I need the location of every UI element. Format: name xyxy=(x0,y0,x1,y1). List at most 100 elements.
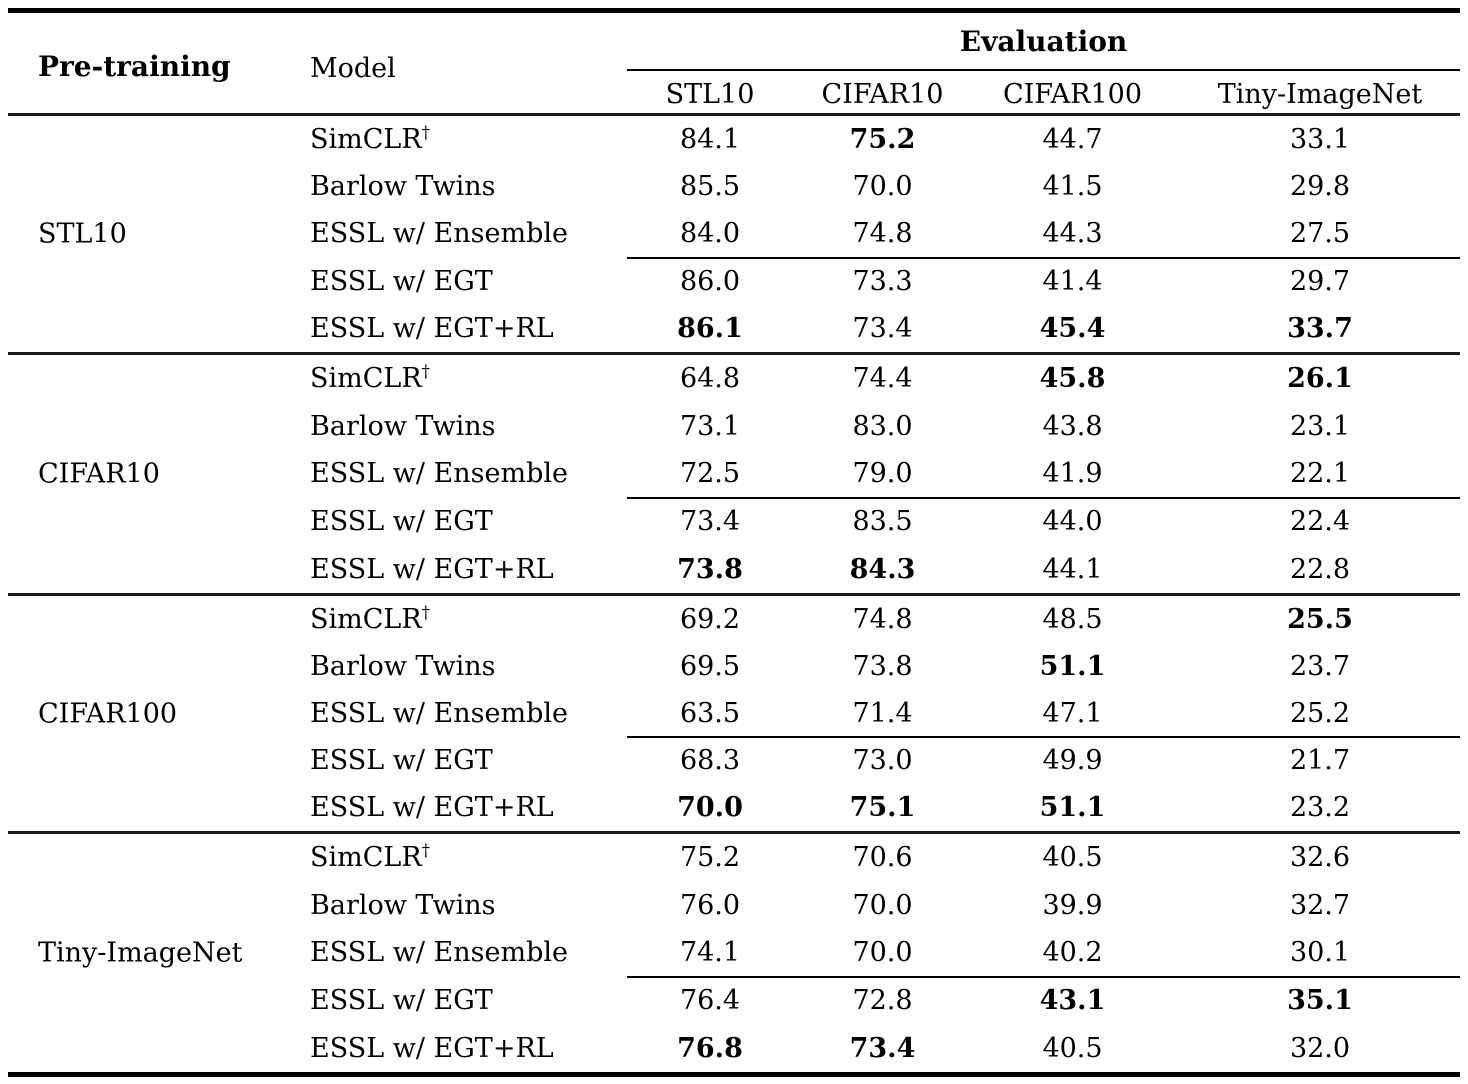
model-text: Barlow Twins xyxy=(310,651,496,682)
score-value: 86.0 xyxy=(679,265,741,297)
table-row: ESSL w/ EGT 86.0 73.3 41.4 29.7 xyxy=(280,258,1460,305)
pretraining-group: STL10 SimCLR† 84.1 75.2 44.7 33.1 Barlow Twins… xyxy=(8,116,1460,352)
model-name: ESSL w/ Ensemble xyxy=(280,937,620,968)
score-value: 45.8 xyxy=(1039,363,1106,395)
model-text: ESSL w/ EGT+RL xyxy=(310,553,554,585)
score-value: 33.7 xyxy=(1287,312,1353,344)
score-value: 22.4 xyxy=(1289,506,1351,538)
pretraining-label: CIFAR100 xyxy=(38,698,178,729)
score-value: 70.6 xyxy=(852,842,913,874)
score-value: 32.7 xyxy=(1289,889,1351,921)
score-value: 40.5 xyxy=(1042,1032,1103,1064)
model-name: ESSL w/ EGT xyxy=(280,985,620,1016)
score-value: 33.1 xyxy=(1289,124,1351,156)
score-value: 76.0 xyxy=(679,889,741,921)
model-text: Barlow Twins xyxy=(310,889,496,921)
table-row: SimCLR† 75.2 70.6 40.5 32.6 xyxy=(280,834,1460,882)
model-text: ESSL w/ EGT xyxy=(310,985,493,1017)
table-row: ESSL w/ EGT 68.3 73.0 49.9 21.7 xyxy=(280,737,1460,784)
model-name: ESSL w/ EGT+RL xyxy=(280,313,620,344)
score-value: 32.6 xyxy=(1289,842,1351,874)
table-row: SimCLR† 69.2 74.8 48.5 25.5 xyxy=(280,596,1460,643)
bottom-rule xyxy=(8,1072,1460,1077)
column-header-model: Model xyxy=(310,53,396,84)
model-name: Barlow Twins xyxy=(280,890,620,921)
model-name: SimCLR† xyxy=(280,842,620,873)
score-value: 68.3 xyxy=(679,745,741,776)
model-text: ESSL w/ EGT+RL xyxy=(310,312,554,344)
score-value: 47.1 xyxy=(1042,698,1103,729)
model-text: Barlow Twins xyxy=(310,410,496,442)
table-row: ESSL w/ EGT 73.4 83.5 44.0 22.4 xyxy=(280,498,1460,546)
model-name: ESSL w/ Ensemble xyxy=(280,458,620,489)
score-value: 23.7 xyxy=(1289,651,1351,682)
score-value: 40.5 xyxy=(1042,842,1103,874)
score-value: 73.8 xyxy=(677,553,743,585)
dagger-superscript: † xyxy=(421,361,431,382)
score-value: 83.0 xyxy=(852,410,913,442)
score-value: 74.1 xyxy=(679,937,741,969)
table-row: Barlow Twins 69.5 73.8 51.1 23.7 xyxy=(280,643,1460,690)
group-separator-rule xyxy=(8,593,1460,596)
column-header-cifar100: CIFAR100 xyxy=(1002,79,1143,110)
score-value: 84.3 xyxy=(849,553,916,585)
table-row: ESSL w/ EGT+RL 76.8 73.4 40.5 32.0 xyxy=(280,1024,1460,1072)
score-value: 75.1 xyxy=(849,792,916,823)
score-value: 63.5 xyxy=(679,698,741,729)
score-value: 23.1 xyxy=(1289,410,1351,442)
score-value: 74.8 xyxy=(852,218,913,250)
model-text: ESSL w/ EGT+RL xyxy=(310,792,554,823)
table-row: ESSL w/ Ensemble 72.5 79.0 41.9 22.1 xyxy=(280,450,1460,498)
model-text: ESSL w/ Ensemble xyxy=(310,458,568,490)
model-text: SimCLR xyxy=(310,604,422,635)
midrule-partial xyxy=(627,975,1460,978)
model-text: Barlow Twins xyxy=(310,171,496,203)
model-text: SimCLR xyxy=(310,842,422,874)
model-name: Barlow Twins xyxy=(280,411,620,442)
score-value: 73.3 xyxy=(852,265,913,297)
score-value: 76.4 xyxy=(679,985,741,1017)
table-row: ESSL w/ EGT+RL 73.8 84.3 44.1 22.8 xyxy=(280,545,1460,593)
header-bottom-rule xyxy=(8,113,1460,116)
model-name: ESSL w/ EGT xyxy=(280,506,620,537)
score-value: 39.9 xyxy=(1042,889,1103,921)
score-value: 45.4 xyxy=(1039,312,1106,344)
score-value: 71.4 xyxy=(852,698,913,729)
score-value: 51.1 xyxy=(1039,651,1106,682)
model-name: SimCLR† xyxy=(280,604,620,635)
score-value: 72.5 xyxy=(679,458,741,490)
score-value: 30.1 xyxy=(1289,937,1351,969)
evaluation-underline xyxy=(627,69,1460,71)
score-value: 40.2 xyxy=(1042,937,1103,969)
model-name: Barlow Twins xyxy=(280,171,620,202)
midrule-partial xyxy=(627,736,1460,738)
score-value: 25.5 xyxy=(1287,604,1353,635)
score-value: 85.5 xyxy=(679,171,741,203)
table-row: SimCLR† 64.8 74.4 45.8 26.1 xyxy=(280,355,1460,403)
score-value: 73.4 xyxy=(679,506,741,538)
score-value: 74.4 xyxy=(852,363,913,395)
score-value: 29.8 xyxy=(1289,171,1351,203)
score-value: 70.0 xyxy=(677,792,743,823)
table-row: ESSL w/ Ensemble 74.1 70.0 40.2 30.1 xyxy=(280,929,1460,977)
model-text: ESSL w/ EGT xyxy=(310,745,493,776)
score-value: 73.1 xyxy=(679,410,741,442)
group-separator-rule xyxy=(8,831,1460,834)
score-value: 73.0 xyxy=(852,745,913,776)
score-value: 48.5 xyxy=(1042,604,1103,635)
score-value: 73.4 xyxy=(852,312,913,344)
score-value: 26.1 xyxy=(1287,363,1353,395)
pretraining-group: CIFAR10 SimCLR† 64.8 74.4 45.8 26.1 Barlow Twi… xyxy=(8,355,1460,593)
score-value: 72.8 xyxy=(852,985,913,1017)
score-value: 74.8 xyxy=(852,604,913,635)
table-row: ESSL w/ Ensemble 63.5 71.4 47.1 25.2 xyxy=(280,690,1460,737)
top-rule xyxy=(8,8,1460,13)
score-value: 44.1 xyxy=(1042,553,1103,585)
score-value: 49.9 xyxy=(1042,745,1103,776)
pretraining-label: STL10 xyxy=(38,218,127,250)
model-text: ESSL w/ EGT+RL xyxy=(310,1032,554,1064)
column-header-evaluation: Evaluation xyxy=(959,25,1128,58)
score-value: 79.0 xyxy=(852,458,913,490)
score-value: 86.1 xyxy=(677,312,743,344)
